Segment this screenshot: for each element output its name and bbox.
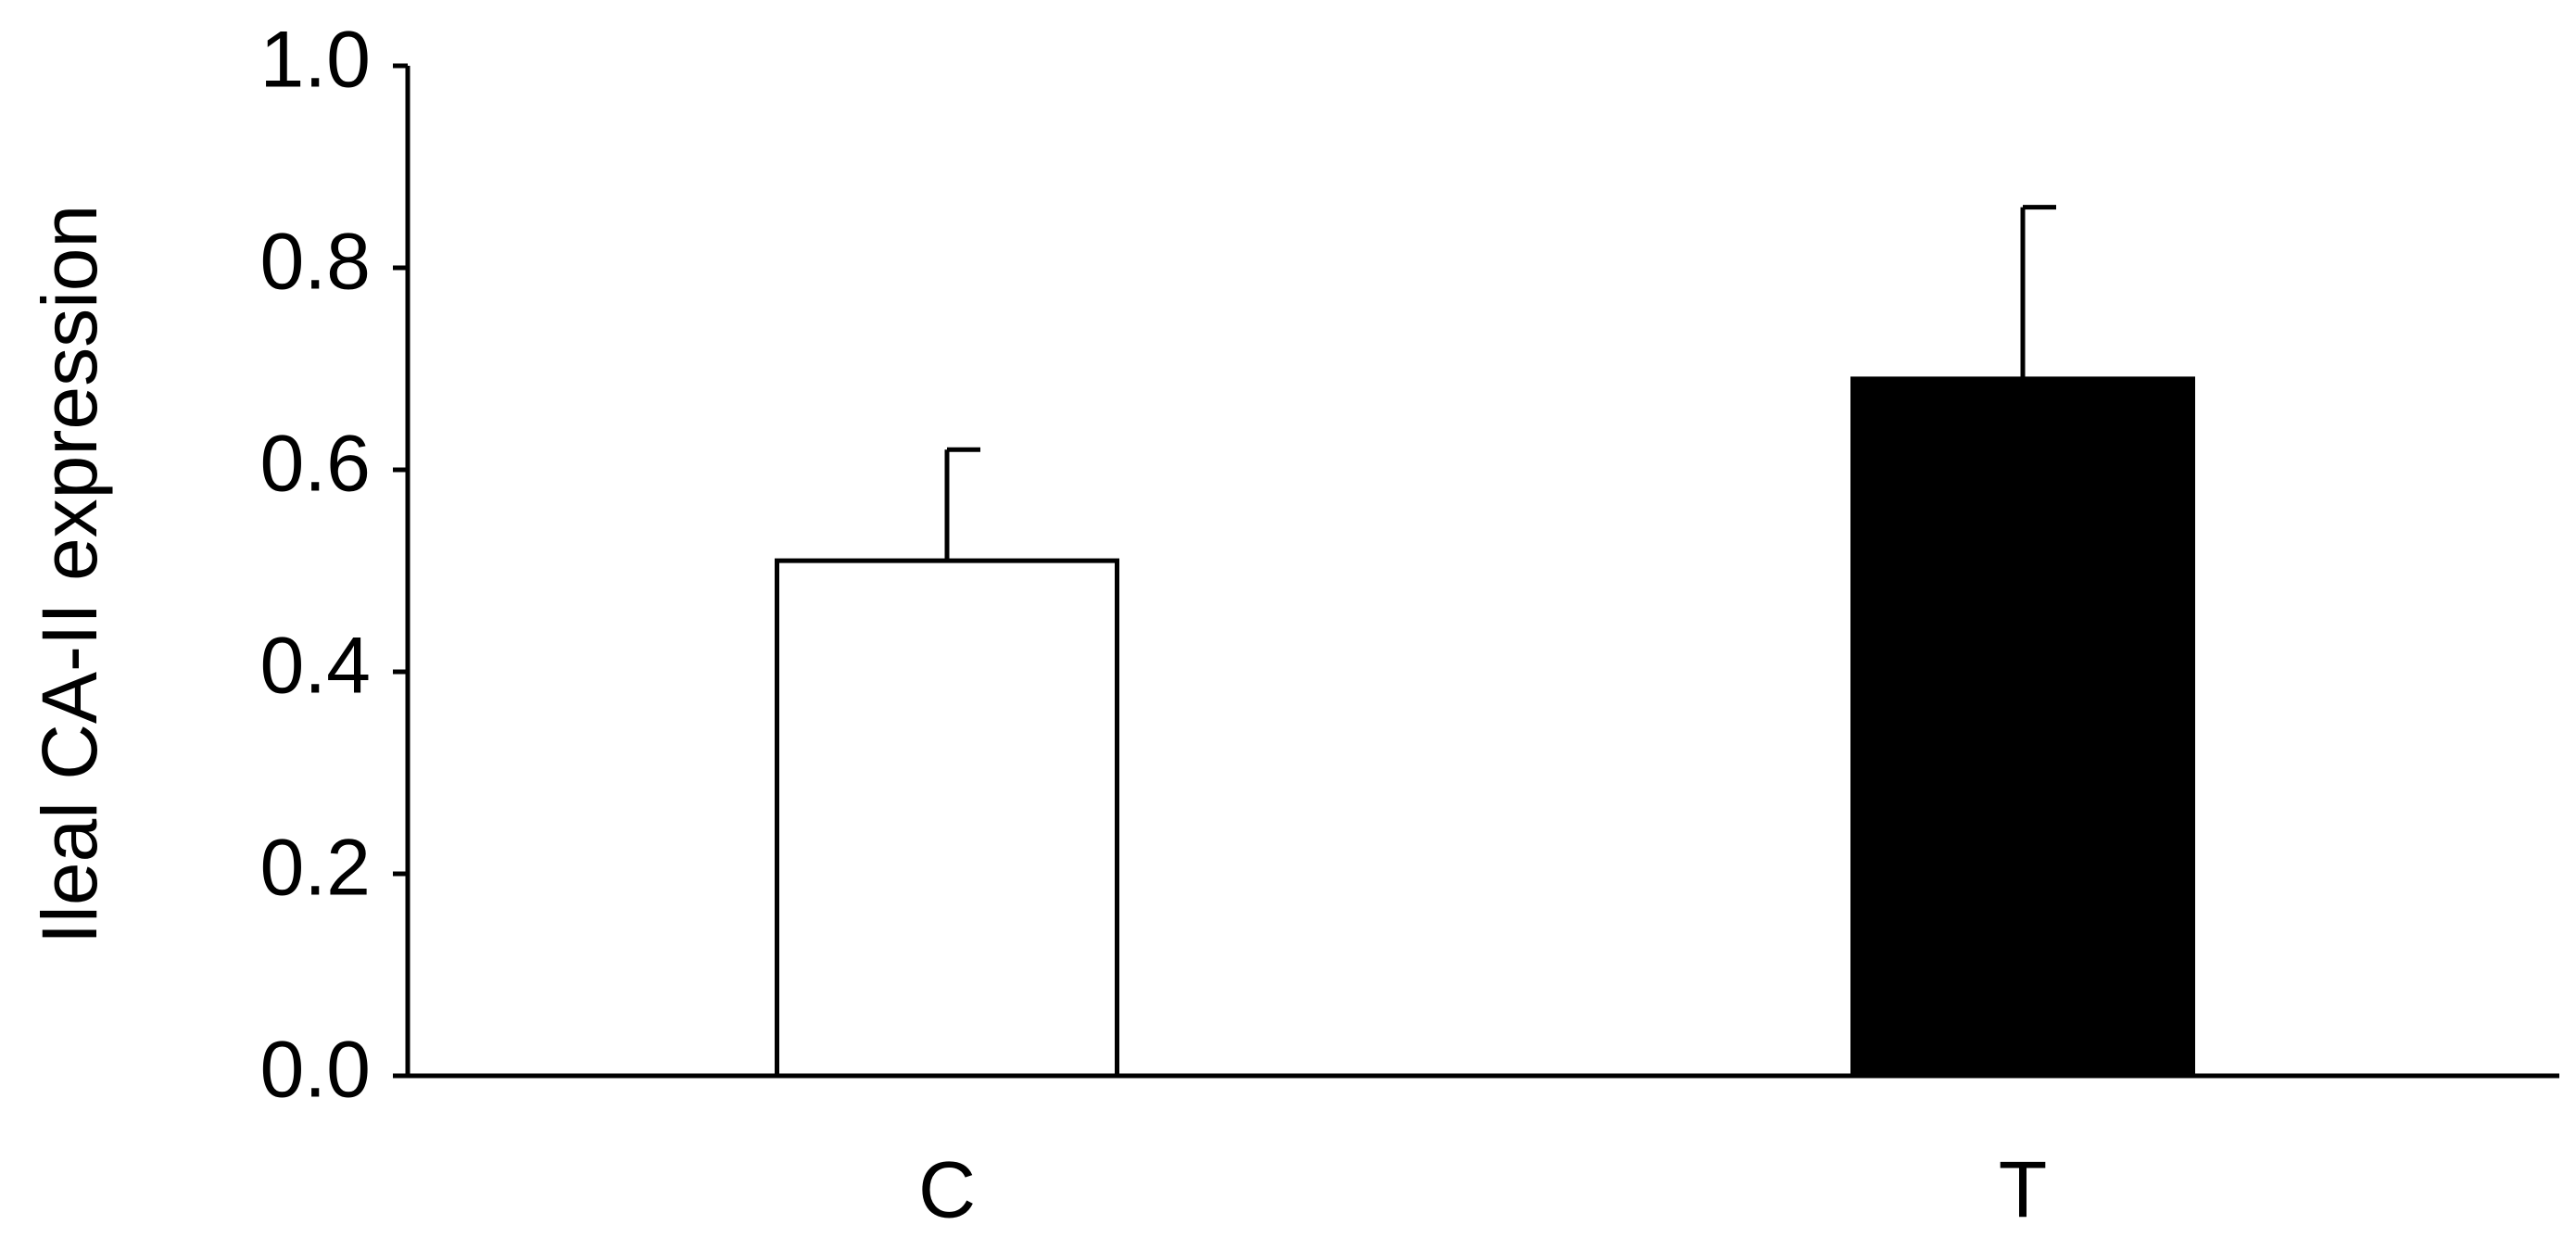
bar (775, 558, 1119, 1079)
y-tick-label: 0.0 (259, 1026, 371, 1115)
x-tick-label: C (918, 1146, 976, 1235)
bar (1850, 376, 2195, 1079)
y-tick-label: 0.6 (259, 420, 371, 509)
y-tick-label: 0.2 (259, 824, 371, 913)
y-tick-label: 0.4 (259, 622, 371, 711)
x-tick-label: T (1999, 1146, 2048, 1235)
y-tick-label: 0.8 (259, 218, 371, 307)
y-axis-label: Ileal CA-II expression (26, 205, 113, 944)
y-tick-label: 1.0 (259, 16, 371, 105)
